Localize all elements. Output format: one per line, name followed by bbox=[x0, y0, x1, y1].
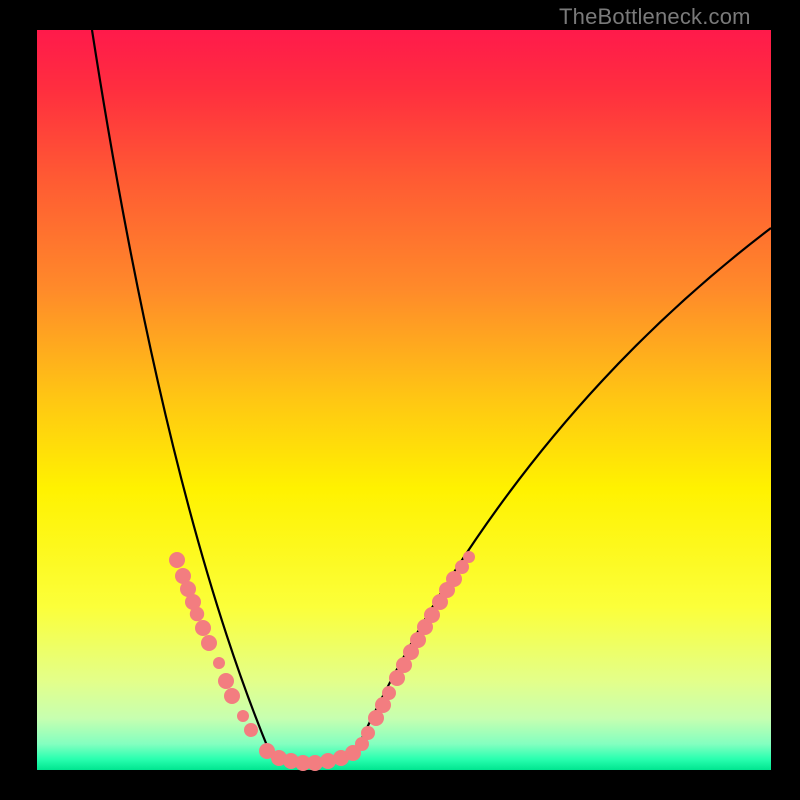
data-marker bbox=[237, 710, 249, 722]
bottleneck-chart bbox=[0, 0, 800, 800]
data-marker bbox=[169, 552, 185, 568]
data-marker bbox=[218, 673, 234, 689]
data-marker bbox=[201, 635, 217, 651]
data-marker bbox=[382, 686, 396, 700]
watermark-text: TheBottleneck.com bbox=[559, 4, 751, 30]
data-marker bbox=[244, 723, 258, 737]
data-marker bbox=[361, 726, 375, 740]
data-marker bbox=[213, 657, 225, 669]
data-marker bbox=[190, 607, 204, 621]
data-marker bbox=[195, 620, 211, 636]
data-marker bbox=[224, 688, 240, 704]
data-marker bbox=[463, 551, 475, 563]
